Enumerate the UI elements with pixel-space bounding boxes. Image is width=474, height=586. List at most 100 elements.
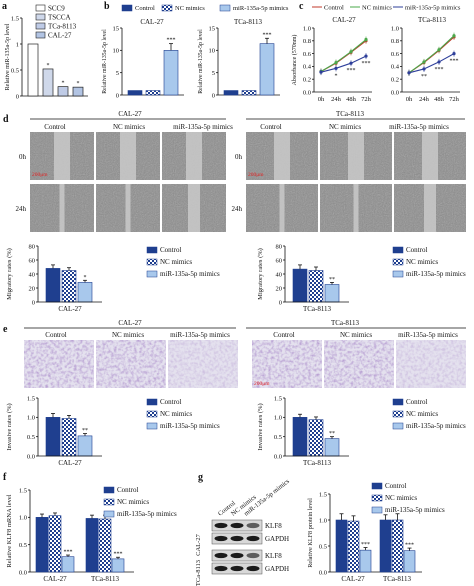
panel-e-right-tick-label: 0.5 bbox=[274, 434, 282, 441]
panel-c-legend-label: Control bbox=[324, 5, 344, 12]
panel-d-left-tick-label: 80 bbox=[29, 243, 36, 250]
panel-a-ylabel: Relative miR-135a-5p level bbox=[5, 23, 11, 90]
panel-a-bar bbox=[57, 86, 69, 97]
panel-e-left-legend-label-swatch bbox=[146, 410, 158, 418]
panel-d-left-bar bbox=[77, 282, 93, 303]
panel-label-d: d bbox=[3, 114, 9, 125]
panel-c-legend-label: NC mimics bbox=[362, 5, 392, 12]
panel-label-b: b bbox=[104, 1, 110, 12]
panel-c-tick-label: 0.0 bbox=[391, 89, 399, 96]
panel-e-right-legend-label: Control bbox=[406, 398, 427, 406]
panel-g-bar bbox=[379, 519, 392, 573]
panel-d-left-legend-label: miR-135a-5p mimics bbox=[160, 270, 220, 278]
panel-b-bar bbox=[259, 43, 275, 96]
panel-d-right-tick-label: 60 bbox=[276, 257, 283, 264]
panel-d-col-label: miR-135a-5p mimics bbox=[389, 123, 449, 131]
panel-c-tick-label: 0.2 bbox=[391, 77, 399, 84]
blot-band bbox=[246, 535, 260, 542]
panel-d-right-tick-label: 0 bbox=[279, 299, 282, 306]
panel-d-left-bar bbox=[61, 270, 77, 303]
panel-d-right-legend-label-swatch bbox=[392, 258, 404, 266]
panel-d-right-legend-label: NC mimics bbox=[406, 258, 438, 266]
panel-e-col-label: miR-135a-5p mimics bbox=[170, 331, 230, 339]
panel-d-cell-title: CAL-27 bbox=[118, 110, 142, 118]
panel-c-series-line bbox=[320, 39, 367, 72]
panel-f-bar bbox=[61, 556, 75, 573]
panel-d-left-tick-label: 0 bbox=[32, 299, 35, 306]
panel-c-tick-label: 0.8 bbox=[303, 38, 311, 45]
panel-d-left-legend-label-swatch bbox=[146, 258, 158, 266]
scratch-wound bbox=[54, 132, 70, 180]
panel-g-legend-label-swatch bbox=[371, 482, 383, 490]
panel-e-col-label: miR-135a-5p mimics bbox=[398, 331, 458, 339]
panel-a-legend-swatch bbox=[35, 22, 46, 30]
panel-a-bar bbox=[72, 86, 84, 97]
panel-e-ylabel: Invasive rates (%) bbox=[257, 403, 264, 450]
panel-b-legend-label-swatch bbox=[121, 4, 133, 12]
blot-band bbox=[246, 522, 260, 529]
panel-label-c: c bbox=[299, 1, 304, 12]
blot-row-label: GAPDH bbox=[265, 535, 289, 543]
panel-c-title: TCa-8113 bbox=[418, 16, 447, 24]
panel-b-bar bbox=[241, 90, 257, 96]
panel-f-sig: *** bbox=[114, 552, 123, 558]
panel-a-tick-label: 0.5 bbox=[11, 67, 19, 74]
panel-g-bar bbox=[359, 549, 372, 573]
panel-d-right-bar bbox=[324, 284, 340, 303]
panel-e-col-label: NC mimics bbox=[112, 331, 144, 339]
panel-c-tick-label: 0.4 bbox=[391, 64, 400, 71]
panel-f-tick-label: 0.5 bbox=[19, 542, 27, 549]
panel-label-g: g bbox=[198, 472, 203, 483]
panel-g-bar bbox=[391, 519, 404, 573]
panel-c-tick-label: 1.0 bbox=[303, 25, 311, 32]
panel-label-f: f bbox=[3, 472, 7, 483]
panel-f-legend-label: miR-135a-5p mimics bbox=[117, 510, 177, 518]
panel-e-right-legend-label-swatch bbox=[392, 398, 404, 406]
panel-g-legend-label: Control bbox=[385, 482, 406, 490]
panel-e-right-tick-label: 1.5 bbox=[274, 395, 282, 402]
panel-c-xtick-label: 48h bbox=[434, 96, 445, 103]
panel-d-left-legend-label-swatch bbox=[146, 246, 158, 254]
panel-g-legend-label-swatch bbox=[371, 494, 383, 502]
panel-e-left-legend-label-swatch bbox=[146, 398, 158, 406]
panel-e-right-bar bbox=[324, 438, 340, 457]
panel-e-right-bar bbox=[308, 419, 324, 457]
invasion-image-cells bbox=[252, 340, 322, 388]
panel-e-right-sig: ** bbox=[329, 431, 335, 437]
panel-e-left-bar bbox=[45, 417, 61, 457]
blot-cell-label: CAL-27 bbox=[195, 533, 202, 555]
panel-d-right-legend-label-swatch bbox=[392, 246, 404, 254]
panel-e-cell-title: TCa-8113 bbox=[331, 319, 360, 327]
panel-a-sig: * bbox=[62, 81, 65, 87]
panel-f-ylabel: Relative KLF8 mRNA level bbox=[6, 494, 13, 567]
panel-b-tick-label: 0 bbox=[212, 92, 215, 99]
panel-c-xtick-label: 0h bbox=[318, 96, 325, 103]
panel-b-legend-label: miR-135a-5p mimics bbox=[233, 5, 289, 12]
panel-label-a: a bbox=[2, 1, 7, 12]
panel-c-xtick-label: 0h bbox=[406, 96, 413, 103]
panel-d-ylabel: Migratory rates (%) bbox=[257, 248, 264, 300]
panel-e-left-sig: ** bbox=[82, 428, 88, 434]
panel-d-col-label: miR-135a-5p mimics bbox=[173, 123, 233, 131]
panel-e-left-bar bbox=[61, 418, 77, 457]
panel-c-ylabel: Absorbance (570nm) bbox=[291, 35, 298, 86]
panel-b-ylabel: Relative miR-135a-5p level bbox=[102, 29, 108, 94]
panel-e-right-tick-label: 0.0 bbox=[274, 453, 282, 460]
blot-band bbox=[230, 565, 244, 572]
panel-c-sig: *** bbox=[347, 68, 356, 74]
panel-c-tick-label: 0.8 bbox=[391, 38, 399, 45]
panel-f-bar bbox=[85, 518, 99, 573]
blot-band bbox=[214, 565, 228, 572]
panel-b-legend-label-swatch bbox=[219, 4, 231, 12]
panel-e-left-tick-label: 0.0 bbox=[27, 453, 35, 460]
panel-d-col-label: NC mimics bbox=[329, 123, 361, 131]
panel-d-right-category-label: TCa-8113 bbox=[303, 305, 332, 313]
panel-f-legend-label-swatch bbox=[103, 510, 115, 518]
panel-f-legend-label: Control bbox=[117, 486, 138, 494]
blot-band bbox=[214, 552, 228, 559]
panel-d-left-sig: * bbox=[84, 275, 87, 281]
panel-b-legend-label: NC mimics bbox=[175, 5, 205, 12]
panel-g-bar bbox=[403, 550, 416, 573]
panel-f-tick-label: 1.5 bbox=[19, 487, 27, 494]
panel-f-category-label: TCa-8113 bbox=[91, 575, 120, 583]
